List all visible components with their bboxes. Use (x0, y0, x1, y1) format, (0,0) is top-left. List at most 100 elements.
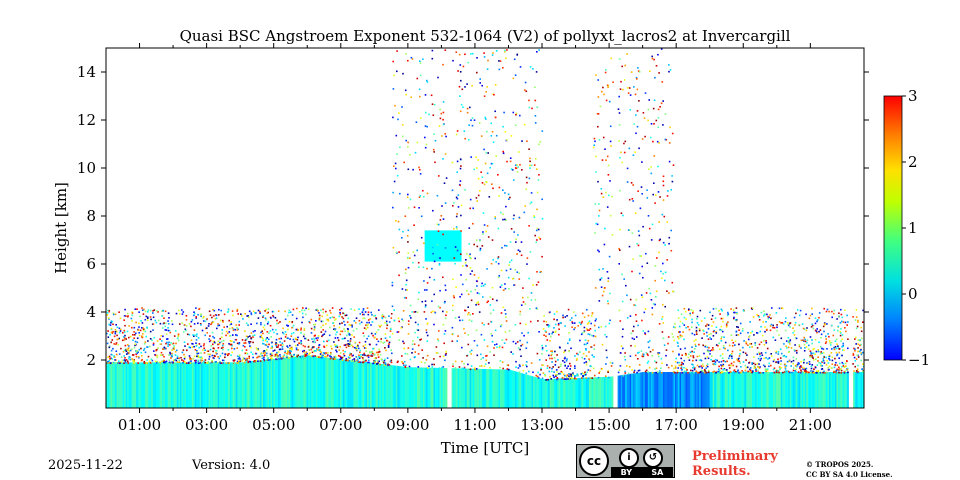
noise-pixel (249, 345, 251, 347)
noise-pixel (402, 340, 404, 343)
noise-pixel (349, 341, 351, 344)
boundary-layer-cell (789, 372, 792, 408)
noise-pixel (691, 318, 693, 321)
noise-pixel (464, 189, 466, 191)
noise-pixel (266, 340, 268, 343)
noise-pixel (841, 354, 843, 357)
noise-pixel (425, 359, 428, 361)
noise-pixel (859, 339, 861, 341)
noise-pixel (654, 360, 656, 362)
noise-pixel (185, 319, 188, 321)
noise-pixel (813, 372, 815, 374)
noise-pixel (276, 319, 278, 322)
noise-pixel (420, 236, 423, 239)
noise-pixel (633, 371, 635, 373)
noise-pixel (825, 310, 828, 313)
noise-pixel (289, 311, 292, 313)
noise-pixel (626, 317, 629, 319)
noise-pixel (666, 290, 668, 292)
noise-pixel (748, 361, 751, 364)
noise-pixel (608, 100, 611, 103)
noise-pixel (123, 362, 125, 364)
noise-pixel (680, 357, 682, 360)
boundary-layer-cell (343, 359, 345, 408)
noise-pixel (497, 256, 500, 258)
noise-pixel (413, 254, 416, 257)
noise-pixel (468, 312, 470, 314)
noise-pixel (588, 333, 591, 336)
boundary-layer-cell (724, 372, 727, 408)
noise-pixel (472, 222, 474, 225)
noise-pixel (363, 317, 366, 320)
noise-pixel (794, 371, 796, 374)
noise-pixel (545, 335, 547, 338)
boundary-layer-cell (364, 362, 366, 408)
boundary-layer-cell (548, 379, 550, 408)
boundary-layer-cell (115, 362, 117, 408)
boundary-layer-cell (207, 362, 209, 408)
boundary-layer-cell (320, 356, 323, 408)
noise-pixel (480, 353, 482, 356)
noise-pixel (186, 333, 189, 336)
noise-pixel (862, 309, 864, 312)
noise-pixel (662, 199, 665, 201)
noise-pixel (289, 344, 291, 347)
boundary-layer-cell (513, 371, 516, 408)
noise-pixel (587, 322, 590, 324)
noise-pixel (460, 230, 462, 232)
noise-pixel (477, 177, 480, 180)
noise-pixel (231, 351, 233, 354)
noise-pixel (353, 360, 356, 362)
noise-pixel (365, 359, 367, 362)
noise-pixel (583, 374, 586, 377)
boundary-layer-cell (738, 372, 741, 408)
noise-pixel (549, 375, 551, 378)
noise-pixel (668, 142, 671, 144)
noise-pixel (442, 118, 444, 121)
noise-pixel (780, 363, 782, 365)
noise-pixel (263, 350, 265, 352)
boundary-layer-cell (433, 367, 436, 408)
noise-pixel (647, 360, 650, 363)
noise-pixel (491, 183, 493, 185)
noise-pixel (619, 352, 622, 354)
noise-pixel (629, 94, 632, 96)
noise-pixel (576, 373, 578, 375)
boundary-layer-cell (838, 372, 840, 408)
boundary-layer-cell (501, 369, 504, 408)
noise-pixel (748, 335, 751, 337)
noise-pixel (200, 345, 202, 348)
noise-pixel (460, 165, 462, 167)
noise-pixel (349, 356, 352, 359)
noise-pixel (168, 329, 171, 332)
boundary-layer-cell (625, 374, 627, 408)
noise-pixel (524, 89, 526, 91)
boundary-layer-cell (118, 362, 120, 408)
noise-pixel (306, 352, 308, 355)
noise-pixel (598, 209, 601, 212)
boundary-layer-cell (379, 363, 381, 408)
copyright-notice: © TROPOS 2025. CC BY SA 4.0 License. (806, 460, 893, 480)
noise-pixel (680, 367, 682, 370)
noise-pixel (836, 354, 838, 357)
noise-pixel (275, 358, 277, 360)
noise-pixel (765, 370, 767, 373)
noise-pixel (515, 366, 517, 368)
noise-pixel (323, 333, 326, 335)
noise-pixel (351, 326, 353, 328)
noise-pixel (638, 351, 640, 354)
noise-pixel (729, 354, 732, 356)
noise-pixel (632, 200, 634, 202)
noise-pixel (250, 351, 252, 354)
noise-pixel (729, 371, 732, 373)
noise-pixel (828, 340, 831, 342)
noise-pixel (790, 365, 792, 367)
noise-pixel (571, 321, 573, 323)
noise-pixel (264, 350, 266, 352)
noise-pixel (468, 124, 470, 126)
noise-pixel (706, 350, 709, 353)
noise-pixel (319, 355, 322, 358)
boundary-layer-cell (371, 362, 374, 408)
boundary-layer-cell (130, 362, 132, 408)
noise-pixel (182, 331, 185, 333)
